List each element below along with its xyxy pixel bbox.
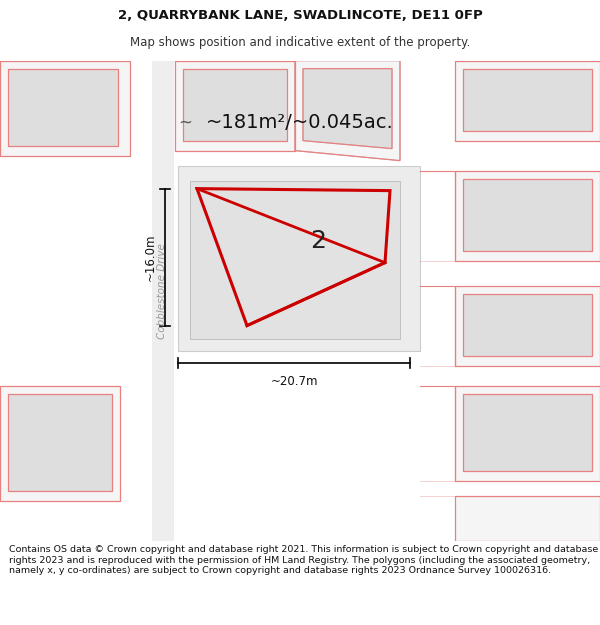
Polygon shape [295, 61, 400, 161]
Polygon shape [463, 394, 592, 471]
Polygon shape [455, 61, 600, 141]
Polygon shape [463, 69, 592, 131]
Text: ~16.0m: ~16.0m [144, 233, 157, 281]
Text: Map shows position and indicative extent of the property.: Map shows position and indicative extent… [130, 36, 470, 49]
Polygon shape [455, 286, 600, 366]
Polygon shape [178, 166, 420, 351]
Polygon shape [0, 61, 130, 156]
Polygon shape [190, 181, 400, 339]
Polygon shape [455, 171, 600, 261]
Text: Cobblestone Drive: Cobblestone Drive [157, 242, 167, 339]
Polygon shape [463, 294, 592, 356]
Text: ~20.7m: ~20.7m [270, 374, 318, 388]
Text: Contains OS data © Crown copyright and database right 2021. This information is : Contains OS data © Crown copyright and d… [9, 546, 598, 575]
Text: 2, QUARRYBANK LANE, SWADLINCOTE, DE11 0FP: 2, QUARRYBANK LANE, SWADLINCOTE, DE11 0F… [118, 9, 482, 22]
Text: 2: 2 [310, 229, 326, 253]
Polygon shape [0, 386, 120, 501]
Polygon shape [463, 179, 592, 251]
Polygon shape [455, 496, 600, 541]
Polygon shape [8, 394, 112, 491]
Text: ~: ~ [178, 114, 192, 132]
Polygon shape [303, 69, 392, 149]
Bar [152, 61, 174, 541]
Polygon shape [175, 61, 295, 151]
Text: ~181m²/~0.045ac.: ~181m²/~0.045ac. [206, 113, 394, 132]
Polygon shape [455, 386, 600, 481]
Polygon shape [183, 69, 287, 141]
Polygon shape [8, 69, 118, 146]
